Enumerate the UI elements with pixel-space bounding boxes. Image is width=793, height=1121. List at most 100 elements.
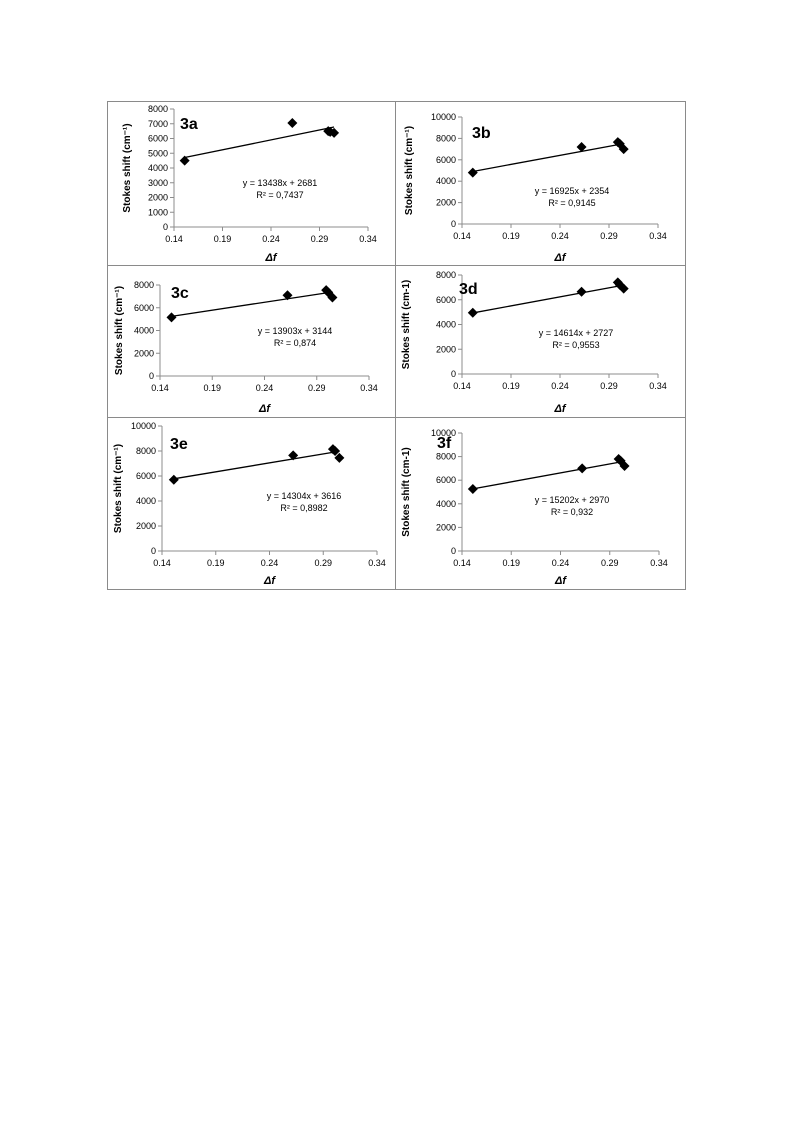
y-tick-label: 4000: [436, 320, 456, 330]
panel-label: 3c: [171, 285, 189, 302]
data-point: [614, 279, 625, 290]
data-point: [168, 474, 179, 485]
data-point: [615, 455, 626, 466]
y-tick-label: 6000: [148, 134, 168, 144]
data-point: [619, 461, 630, 472]
x-tick-label: 0.34: [649, 381, 667, 391]
y-axis-label: Stokes shift (cm⁻¹): [113, 444, 124, 533]
chart-svg-3a: 0 1000 2000 3000 4000 5000 6000 7000 8000 0.14 0.1…: [122, 104, 377, 264]
trendline: [184, 126, 335, 159]
data-point: [577, 463, 588, 474]
y-tick-label: 10000: [431, 112, 456, 122]
trendline-equation: y = 15202x + 2970: [535, 495, 610, 505]
x-tick-label: 0.29: [600, 231, 618, 241]
y-axis-label: Stokes shift (cm-1): [401, 447, 412, 536]
row-divider-2: [107, 417, 686, 418]
chart-panel-3b: 0 2000 4000 6000 8000 10000 0.14 0.19 0.24 0.29 0.…: [396, 102, 685, 265]
y-tick-label: 8000: [134, 280, 154, 290]
x-tick-label: 0.34: [368, 558, 386, 568]
y-tick-label: 2000: [148, 193, 168, 203]
x-tick-label: 0.24: [262, 234, 280, 244]
y-tick-label: 0: [149, 371, 154, 381]
x-tick-label: 0.14: [165, 234, 183, 244]
chart-panel-3f: 0 2000 4000 6000 8000 10000 0.14 0.19 0.24 0.29 0.…: [396, 418, 685, 589]
data-point: [614, 138, 625, 149]
y-tick-label: 4000: [148, 163, 168, 173]
x-tick-label: 0.24: [551, 381, 569, 391]
y-tick-label: 8000: [436, 270, 456, 280]
r-squared: R² = 0,874: [274, 338, 316, 348]
data-point: [467, 307, 478, 318]
y-tick-label: 7000: [148, 119, 168, 129]
x-axis-label: Δf: [553, 403, 566, 415]
trendline-equation: y = 16925x + 2354: [535, 186, 610, 196]
chart-svg-3e: 0 2000 4000 6000 8000 10000 0.14 0.19 0.24 0.29 0.…: [113, 421, 386, 587]
r-squared: R² = 0,9145: [548, 198, 595, 208]
y-axis-label: Stokes shift (cm⁻¹): [122, 123, 133, 212]
row-divider-1: [107, 265, 686, 266]
y-tick-label: 2000: [436, 198, 456, 208]
y-axis-label: Stokes shift (cm⁻¹): [404, 126, 415, 215]
panel-label: 3b: [472, 125, 491, 142]
y-tick-label: 4000: [436, 176, 456, 186]
data-point: [329, 127, 340, 138]
chart-svg-3c: 0 2000 4000 6000 8000 0.14 0.19 0.24 0.29 0.34 3c y…: [114, 280, 378, 415]
x-tick-label: 0.34: [360, 383, 378, 393]
x-tick-label: 0.34: [649, 231, 667, 241]
y-tick-label: 0: [451, 546, 456, 556]
y-tick-label: 8000: [136, 446, 156, 456]
chart-panel-3e: 0 2000 4000 6000 8000 10000 0.14 0.19 0.24 0.29 0.…: [108, 418, 395, 589]
y-tick-label: 2000: [136, 521, 156, 531]
data-point: [467, 167, 478, 178]
panel-label: 3a: [180, 116, 198, 133]
r-squared: R² = 0,8982: [280, 503, 327, 513]
y-tick-label: 2000: [134, 348, 154, 358]
chart-svg-3b: 0 2000 4000 6000 8000 10000 0.14 0.19 0.24 0.29 0.…: [404, 112, 667, 264]
x-tick-label: 0.34: [650, 558, 668, 568]
x-tick-label: 0.29: [314, 558, 332, 568]
x-tick-label: 0.29: [600, 381, 618, 391]
x-tick-label: 0.19: [214, 234, 232, 244]
x-tick-label: 0.19: [502, 231, 520, 241]
data-point: [166, 312, 177, 323]
y-tick-label: 2000: [436, 344, 456, 354]
x-tick-label: 0.29: [311, 234, 329, 244]
x-tick-label: 0.24: [552, 558, 570, 568]
y-tick-label: 4000: [134, 326, 154, 336]
x-tick-label: 0.14: [153, 558, 171, 568]
trendline-equation: y = 14304x + 3616: [267, 491, 342, 501]
y-tick-label: 5000: [148, 148, 168, 158]
x-tick-label: 0.14: [151, 383, 169, 393]
data-point: [327, 292, 338, 303]
y-tick-label: 0: [451, 369, 456, 379]
x-axis-label: Δf: [553, 252, 566, 264]
x-tick-label: 0.29: [601, 558, 619, 568]
data-point: [576, 286, 587, 297]
y-tick-label: 0: [451, 219, 456, 229]
y-tick-label: 8000: [148, 104, 168, 114]
x-tick-label: 0.14: [453, 558, 471, 568]
data-point: [287, 118, 298, 129]
x-tick-label: 0.14: [453, 231, 471, 241]
y-tick-label: 4000: [436, 499, 456, 509]
y-tick-label: 8000: [436, 452, 456, 462]
y-tick-label: 6000: [436, 155, 456, 165]
data-point: [282, 290, 293, 301]
column-divider: [395, 101, 396, 590]
x-tick-label: 0.34: [359, 234, 377, 244]
trendline-equation: y = 13438x + 2681: [243, 178, 318, 188]
x-tick-label: 0.19: [502, 381, 520, 391]
y-tick-label: 6000: [436, 475, 456, 485]
y-tick-label: 0: [163, 222, 168, 232]
y-tick-label: 10000: [131, 421, 156, 431]
panel-label: 3e: [170, 436, 188, 453]
trendline: [472, 460, 625, 490]
r-squared: R² = 0,7437: [256, 190, 303, 200]
x-axis-label: Δf: [258, 403, 271, 415]
chart-svg-3f: 0 2000 4000 6000 8000 10000 0.14 0.19 0.24 0.29 0.…: [401, 428, 668, 587]
y-axis-label: Stokes shift (cm⁻¹): [114, 286, 125, 375]
y-tick-label: 8000: [436, 133, 456, 143]
trendline: [472, 142, 624, 173]
x-tick-label: 0.24: [261, 558, 279, 568]
y-tick-label: 10000: [431, 428, 456, 438]
